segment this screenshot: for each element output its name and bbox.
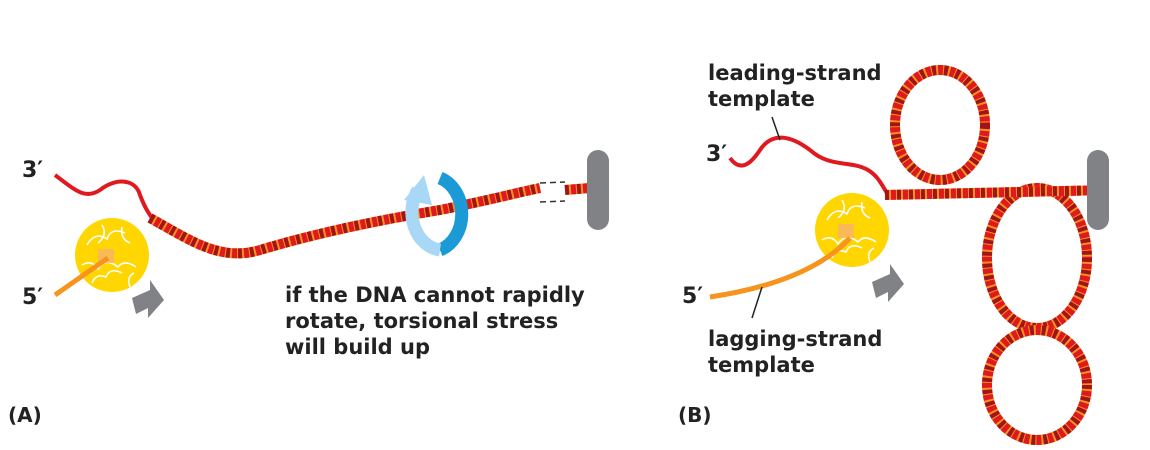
panel-b xyxy=(709,65,1109,445)
three-prime-label-a: 3′ xyxy=(22,158,44,183)
label-line: leading-strand xyxy=(708,61,882,85)
leading-strand-label: leading-strand template xyxy=(708,60,882,112)
caption-line: rotate, torsional stress xyxy=(285,309,559,333)
helix-strand xyxy=(884,185,1109,200)
caption-line: will build up xyxy=(285,335,431,359)
helix-strand xyxy=(982,325,1092,445)
panel-a xyxy=(53,150,609,318)
anchor-b xyxy=(1087,150,1109,230)
panel-a-label: (A) xyxy=(8,403,42,427)
torsional-stress-caption: if the DNA cannot rapidly rotate, torsio… xyxy=(285,282,585,360)
direction-arrow-icon xyxy=(132,280,164,318)
helix-strand xyxy=(147,183,541,259)
caption-line: if the DNA cannot rapidly xyxy=(285,283,585,307)
helix-strand xyxy=(890,65,990,185)
helix-strand xyxy=(982,325,1092,445)
panel-b-label: (B) xyxy=(678,403,712,427)
helix-strand xyxy=(564,183,591,195)
label-line: template xyxy=(708,87,815,111)
label-line: template xyxy=(708,353,815,377)
lagging-strand-a xyxy=(53,255,110,298)
five-prime-label-a: 5′ xyxy=(22,285,44,310)
helix-strand xyxy=(982,183,1092,333)
helix-strand xyxy=(890,65,990,185)
five-prime-label-b: 5′ xyxy=(682,284,704,309)
helix-strand xyxy=(564,183,591,195)
dna-helix-a xyxy=(147,181,591,259)
direction-arrow-icon xyxy=(872,264,904,302)
lagging-strand-label: lagging-strand template xyxy=(708,326,882,378)
leading-strand-a xyxy=(53,173,154,220)
rotation-arrow-icon xyxy=(404,171,469,257)
helix-strand xyxy=(147,183,541,259)
anchor-a xyxy=(587,150,609,230)
three-prime-label-b: 3′ xyxy=(706,142,728,167)
label-line: lagging-strand xyxy=(708,327,883,351)
helicase-a xyxy=(74,217,150,293)
lagging-strand-b xyxy=(709,236,852,300)
dna-helix-b xyxy=(884,65,1109,445)
leading-strand-b xyxy=(728,135,890,197)
